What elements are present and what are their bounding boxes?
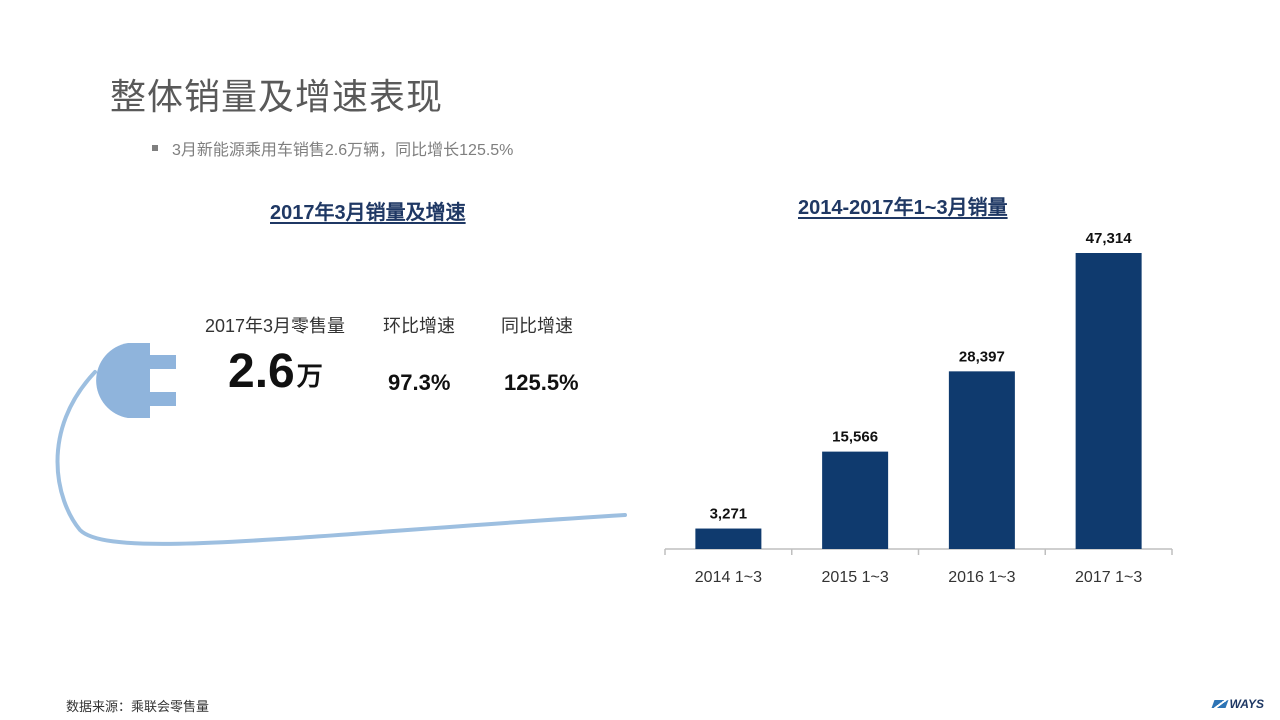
chart-title: 2014-2017年1~3月销量 (798, 197, 1008, 219)
kpi-value-mom: 97.3% (388, 370, 451, 395)
brand-logo: WAYS (1211, 697, 1264, 711)
left-panel-title: 2017年3月销量及增速 (270, 202, 466, 224)
bar-data-label: 15,566 (832, 429, 878, 446)
plug-cable (55, 370, 627, 546)
brand-mark-icon (1211, 700, 1229, 708)
x-tick-label: 2015 1~3 (822, 569, 889, 586)
bullet-point: 3月新能源乘用车销售2.6万辆，同比增长125.5% (152, 136, 513, 160)
bar-data-label: 47,314 (1086, 230, 1133, 247)
bar-data-label: 28,397 (959, 348, 1005, 365)
x-tick-label: 2017 1~3 (1075, 569, 1142, 586)
bar (695, 528, 762, 549)
plug-prong-top (150, 355, 176, 369)
x-tick-label: 2016 1~3 (948, 569, 1015, 586)
bar-data-label: 3,271 (710, 506, 748, 523)
kpi-value-retail: 2.6 万 (228, 344, 323, 399)
brand-logo-text: WAYS (1229, 697, 1264, 711)
kpi-value-retail-number: 2.6 (228, 345, 295, 398)
bar (822, 451, 889, 549)
bar (1075, 253, 1142, 549)
page-title: 整体销量及增速表现 (110, 76, 444, 117)
plug-body (96, 343, 150, 418)
power-plug-icon (55, 343, 627, 546)
bullet-text: 3月新能源乘用车销售2.6万辆，同比增长125.5% (172, 142, 514, 159)
kpi-label-mom: 环比增速 (383, 316, 455, 336)
data-source-note: 数据来源：乘联会零售量 (66, 699, 210, 714)
bar (948, 371, 1015, 549)
kpi-label-retail: 2017年3月零售量 (205, 316, 346, 336)
plug-prong-bottom (150, 392, 176, 406)
kpi-value-retail-unit: 万 (296, 361, 323, 391)
bullet-square-icon (152, 145, 158, 151)
kpi-label-yoy: 同比增速 (501, 316, 573, 336)
kpi-value-yoy: 125.5% (504, 370, 579, 395)
x-tick-label: 2014 1~3 (695, 569, 762, 586)
